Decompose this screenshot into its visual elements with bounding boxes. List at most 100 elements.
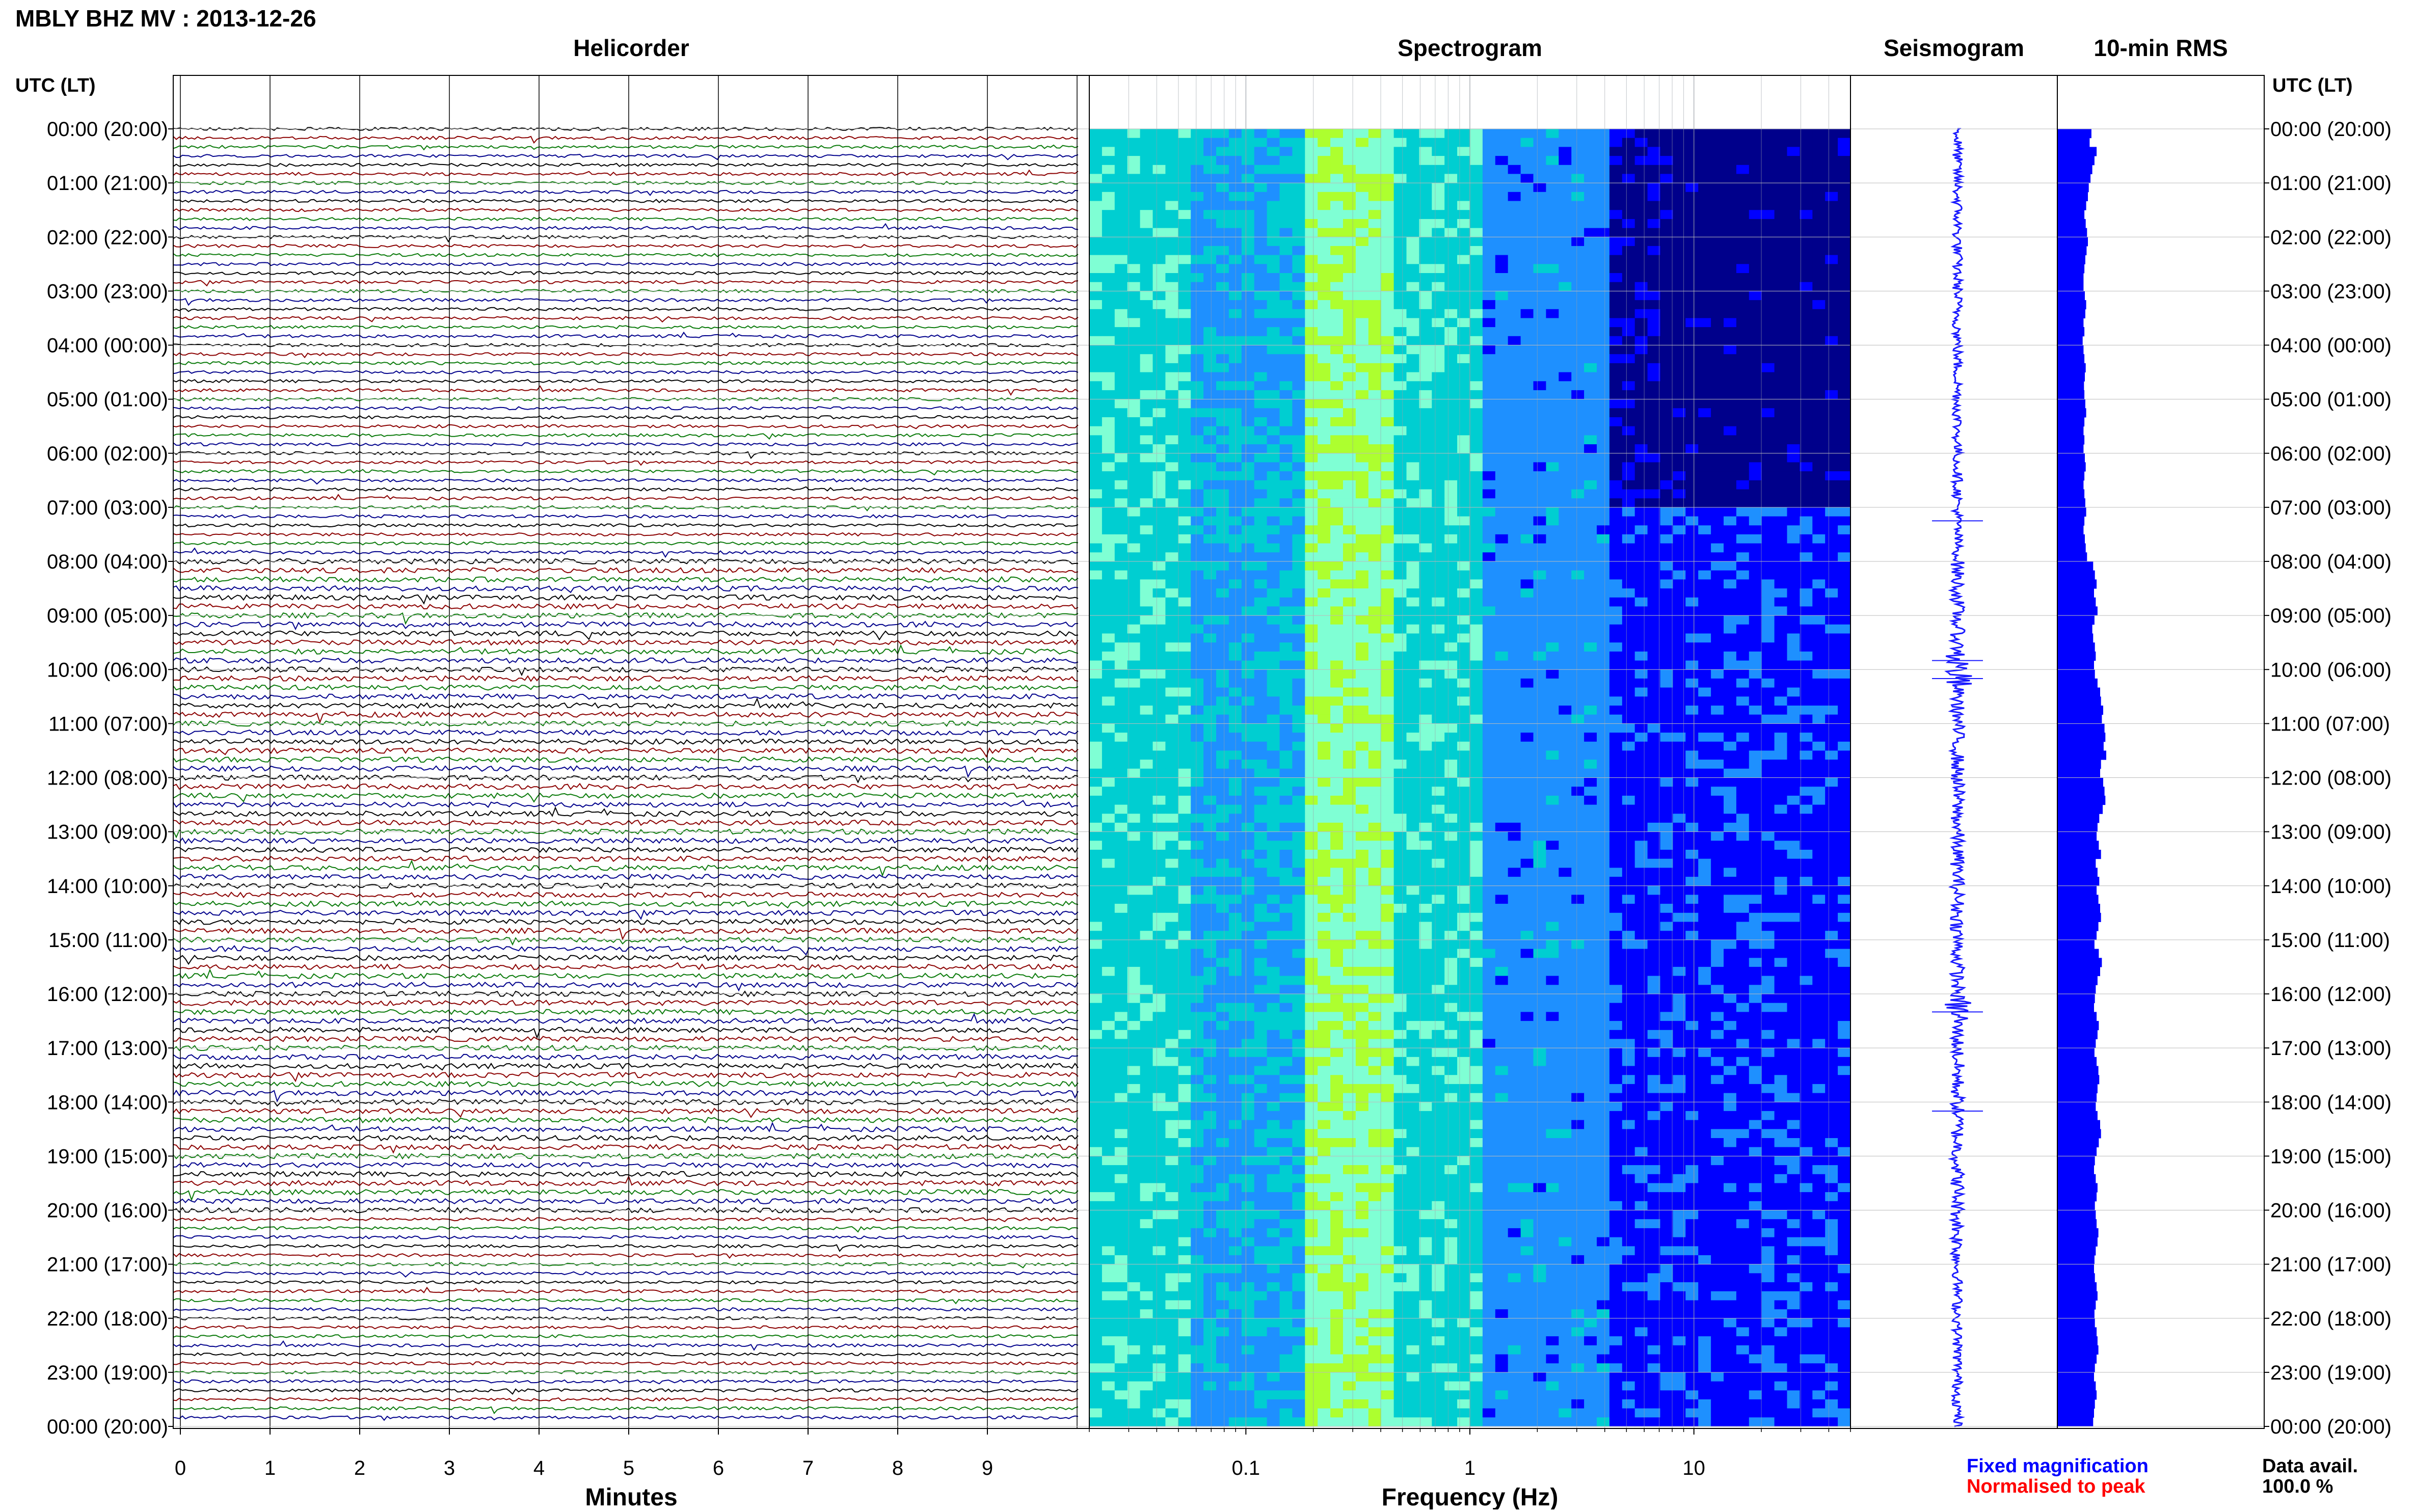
spectrogram-cell (1838, 201, 1850, 210)
spectrogram-cell (1343, 336, 1356, 346)
spectrogram-cell (1419, 300, 1432, 310)
spectrogram-cell (1152, 327, 1166, 337)
spectrogram-cell (1305, 814, 1318, 823)
spectrogram-cell (1203, 570, 1217, 580)
spectrogram-cell (1152, 246, 1166, 256)
spectrogram-cell (1647, 354, 1661, 364)
spectrogram-cell (1495, 210, 1509, 220)
spectrogram-cell (1736, 318, 1750, 328)
spectrogram-cell (1165, 660, 1178, 670)
spectrogram-cell (1736, 543, 1750, 553)
spectrogram-cell (1191, 868, 1204, 877)
spectrogram-cell (1089, 129, 1103, 139)
spectrogram-cell (1495, 516, 1509, 526)
spectrogram-cell (1571, 750, 1585, 760)
spectrogram-cell (1228, 183, 1242, 193)
spectrogram-cell (1622, 399, 1635, 409)
spectrogram-cell (1584, 291, 1597, 301)
spectrogram-cell (1609, 300, 1623, 310)
spectrogram-cell (1812, 291, 1826, 301)
spectrogram-cell (1533, 363, 1546, 373)
spectrogram-cell (1634, 174, 1648, 183)
spectrogram-cell (1330, 651, 1344, 661)
spectrogram-cell (1724, 174, 1737, 183)
spectrogram-cell (1571, 354, 1585, 364)
spectrogram-cell (1406, 399, 1419, 409)
spectrogram-cell (1774, 237, 1788, 247)
spectrogram-cell (1393, 237, 1407, 247)
spectrogram-cell (1584, 687, 1597, 697)
spectrogram-cell (1305, 354, 1318, 364)
spectrogram-cell (1330, 516, 1344, 526)
spectrogram-cell (1444, 552, 1458, 562)
spectrogram-cell (1647, 733, 1661, 742)
spectrogram-cell (1571, 696, 1585, 706)
spectrogram-cell (1546, 714, 1559, 724)
spectrogram-cell (1432, 255, 1445, 264)
spectrogram-cell (1355, 264, 1369, 274)
spectrogram-cell (1191, 408, 1204, 418)
spectrogram-cell (1711, 525, 1724, 535)
spectrogram-cell (1406, 471, 1419, 481)
spectrogram-cell (1533, 858, 1546, 868)
spectrogram-cell (1736, 498, 1750, 508)
spectrogram-cell (1140, 435, 1153, 445)
spectrogram-cell (1838, 138, 1850, 147)
spectrogram-cell (1419, 787, 1432, 796)
spectrogram-cell (1673, 462, 1686, 472)
spectrogram-cell (1495, 201, 1509, 210)
spectrogram-cell (1089, 543, 1103, 553)
spectrogram-cell (1165, 624, 1178, 634)
spectrogram-cell (1457, 507, 1470, 517)
spectrogram-cell (1254, 525, 1268, 535)
spectrogram-cell (1761, 687, 1775, 697)
spectrogram-cell (1698, 453, 1711, 463)
spectrogram-cell (1749, 868, 1762, 877)
spectrogram-cell (1381, 156, 1394, 166)
spectrogram-cell (1127, 444, 1141, 454)
spectrogram-cell (1355, 147, 1369, 156)
spectrogram-cell (1571, 129, 1585, 139)
spectrogram-cell (1584, 651, 1597, 661)
spectrogram-cell (1368, 390, 1382, 400)
spectrogram-cell (1724, 147, 1737, 156)
spectrogram-cell (1419, 426, 1432, 436)
spectrogram-cell (1622, 408, 1635, 418)
spectrogram-cell (1660, 498, 1673, 508)
spectrogram-cell (1698, 723, 1711, 733)
spectrogram-cell (1571, 489, 1585, 499)
spectrogram-cell (1165, 597, 1178, 607)
spectrogram-cell (1457, 733, 1470, 742)
spectrogram-cell (1761, 417, 1775, 427)
spectrogram-cell (1254, 615, 1268, 625)
spectrogram-cell (1774, 444, 1788, 454)
spectrogram-cell (1165, 858, 1178, 868)
spectrogram-cell (1178, 741, 1191, 751)
spectrogram-cell (1330, 579, 1344, 589)
spectrogram-cell (1838, 309, 1850, 319)
spectrogram-cell (1152, 201, 1166, 210)
spectrogram-cell (1520, 615, 1534, 625)
spectrogram-cell (1559, 291, 1572, 301)
spectrogram-cell (1584, 489, 1597, 499)
spectrogram-cell (1191, 201, 1204, 210)
spectrogram-cell (1114, 787, 1128, 796)
spectrogram-cell (1724, 498, 1737, 508)
spectrogram-cell (1254, 489, 1268, 499)
spectrogram-cell (1647, 696, 1661, 706)
spectrogram-cell (1267, 192, 1280, 202)
spectrogram-cell (1191, 525, 1204, 535)
spectrogram-cell (1749, 669, 1762, 679)
spectrogram-cell (1546, 471, 1559, 481)
spectrogram-cell (1254, 678, 1268, 688)
spectrogram-cell (1178, 480, 1191, 490)
spectrogram-cell (1685, 733, 1699, 742)
spectrogram-cell (1724, 750, 1737, 760)
spectrogram-cell (1571, 219, 1585, 229)
spectrogram-cell (1685, 408, 1699, 418)
spectrogram-cell (1495, 156, 1509, 166)
spectrogram-cell (1165, 543, 1178, 553)
spectrogram-cell (1318, 147, 1331, 156)
spectrogram-cell (1318, 444, 1331, 454)
spectrogram-cell (1318, 588, 1331, 598)
